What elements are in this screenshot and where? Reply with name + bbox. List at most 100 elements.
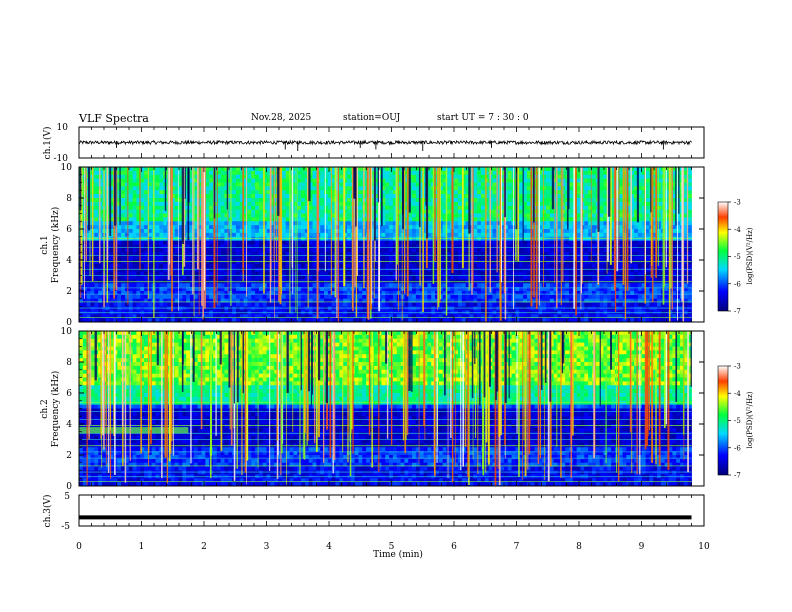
spectrogram-cell (676, 229, 681, 234)
spectrogram-cell (641, 190, 646, 195)
spectrogram-cell (117, 283, 122, 288)
spectrogram-cell (392, 198, 398, 203)
spectrogram-cell (262, 170, 267, 176)
spectrogram-cell (415, 232, 421, 238)
spectrogram-cell (320, 244, 325, 249)
spectrogram-cell (301, 205, 306, 211)
spectrogram-cell (239, 271, 245, 276)
spectrogram-cell (641, 283, 646, 288)
spectrogram-cell (232, 178, 237, 183)
spectrogram-cell (519, 186, 524, 191)
spectrogram-cell (465, 271, 470, 276)
spectrogram-cell (392, 178, 398, 183)
spectrogram-cell (526, 194, 532, 199)
spectrogram-cell (569, 174, 574, 180)
spectrogram-cell (174, 174, 179, 180)
spectrogram-cell (611, 201, 616, 207)
spectrogram-cell (297, 209, 302, 214)
spectrogram-cell (530, 248, 535, 253)
spectrogram-cell (331, 229, 336, 234)
spectrogram-cell (500, 271, 505, 276)
spectrogram-cell (507, 256, 512, 261)
spectrogram-cell (626, 205, 631, 211)
spectrogram-cell (346, 271, 352, 276)
spectrogram-cell (611, 229, 616, 234)
spectrogram-cell (243, 170, 248, 176)
spectrogram-cell (243, 205, 248, 211)
spectrogram-cell (408, 221, 413, 226)
spectrogram-cell (385, 213, 390, 218)
spectrogram-cell (599, 271, 604, 276)
spectrogram-cell (442, 232, 447, 238)
spectrogram-cell (232, 229, 237, 234)
spectrogram-cell (190, 221, 195, 226)
spectrogram-cell (427, 260, 432, 265)
spectrogram-cell (270, 167, 275, 172)
spectrogram-cell (297, 225, 302, 230)
spectrogram-cell (339, 213, 344, 218)
spectrogram-cell (155, 236, 160, 242)
spectrogram-cell (262, 225, 267, 230)
spectrogram-cell (140, 217, 145, 222)
spectrogram-cell (266, 170, 271, 176)
spectrogram-cell (304, 267, 310, 273)
spectrogram-cell (262, 167, 267, 172)
spectrogram-cell (301, 260, 306, 265)
spectrogram-cell (170, 221, 176, 226)
spectrogram-cell (385, 170, 390, 176)
spectrogram-cell (385, 267, 390, 273)
spectrogram-cell (331, 217, 336, 222)
spectrogram-cell (205, 198, 210, 203)
spectrogram-cell (599, 267, 604, 273)
spectrogram-cell (385, 263, 390, 269)
spectrogram-cell (381, 190, 386, 195)
spectrogram-cell (220, 275, 225, 280)
spectrogram-cell (626, 271, 631, 276)
spectrogram-cell (232, 174, 237, 180)
spectrogram-cell (121, 244, 126, 249)
spectrogram-cell (320, 248, 325, 253)
spectrogram-cell (381, 236, 386, 242)
spectrogram-cell (224, 170, 229, 176)
spectrogram-cell (637, 267, 643, 273)
spectrogram-cell (657, 213, 662, 218)
spectrogram-cell (132, 198, 137, 203)
spectrogram-cell (235, 198, 241, 203)
spectrogram-cell (117, 182, 122, 187)
spectrogram-cell (285, 283, 290, 288)
spectrogram-cell (262, 198, 267, 203)
spectrogram-cell (584, 271, 589, 276)
spectrogram-cell (335, 275, 340, 280)
spectrogram-cell (136, 275, 141, 280)
spectrogram-cell (247, 201, 252, 207)
spectrogram-cell (569, 248, 574, 253)
spectrogram-cell (255, 256, 260, 261)
spectrogram-cell (496, 198, 501, 203)
spectrogram-cell (331, 240, 336, 245)
spectrogram-cell (209, 217, 214, 222)
spectrogram-cell (144, 182, 149, 187)
spectrogram-cell (465, 170, 470, 176)
spectrogram-cell (565, 263, 570, 269)
spectrogram-cell (542, 167, 547, 172)
spectrogram-cell (220, 260, 225, 265)
spectrogram-cell (270, 240, 275, 245)
spectrogram-cell (557, 263, 562, 269)
spectrogram-cell (128, 275, 133, 280)
spectrogram-cell (159, 275, 164, 280)
spectrogram-cell (657, 182, 662, 187)
spectrogram-cell (676, 248, 681, 253)
spectrogram-cell (232, 252, 237, 257)
spectrogram-cell (258, 209, 264, 214)
spectrogram-cell (599, 225, 604, 230)
spectrogram-cell (94, 232, 99, 238)
spectrogram-cell (258, 190, 264, 195)
spectrogram-cell (465, 205, 470, 211)
spectrogram-cell (232, 275, 237, 280)
spectrogram-cell (159, 198, 164, 203)
spectrogram-cell (247, 170, 252, 176)
spectrogram-cell (285, 240, 290, 245)
spectrogram-cell (457, 267, 463, 273)
spectrogram-cell (500, 205, 505, 211)
spectrogram-cell (289, 275, 294, 280)
